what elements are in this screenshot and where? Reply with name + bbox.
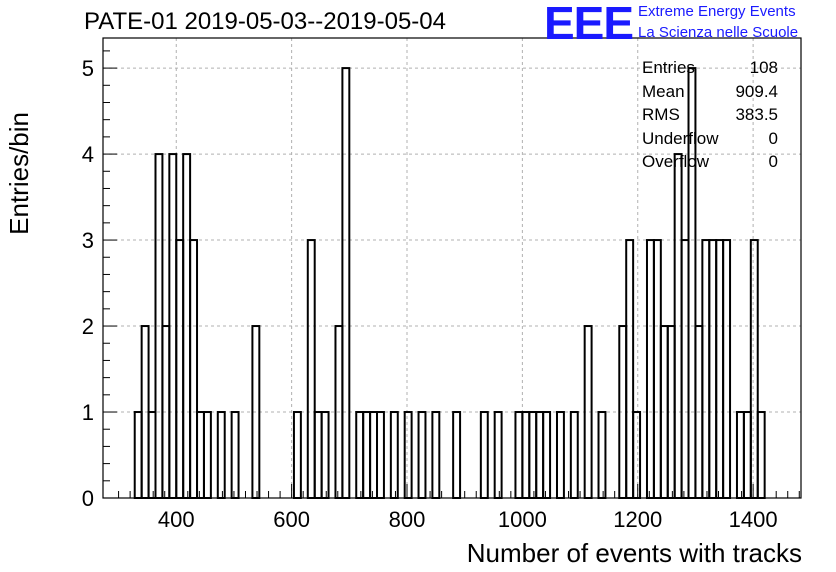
- chart-title: PATE-01 2019-05-03--2019-05-04: [84, 8, 446, 35]
- histogram-bin: [313, 411, 323, 499]
- histogram-bin: [376, 411, 385, 499]
- histogram-bin: [320, 411, 330, 499]
- histogram-bin: [175, 239, 185, 500]
- stat-value-underflow: 0: [768, 129, 778, 148]
- eee-logo: EEE: [544, 0, 634, 49]
- histogram-bin: [645, 239, 655, 500]
- axis-tick-labels: 400 600 800 1000 1200 1400 0 1 2 3 4 5: [82, 56, 778, 532]
- histogram-bin: [189, 239, 199, 500]
- histogram-bin: [355, 411, 365, 499]
- histogram-bin: [431, 411, 441, 499]
- histogram-bin: [369, 411, 379, 499]
- y-tick-label: 1: [82, 400, 94, 425]
- histogram-bin: [306, 239, 316, 500]
- histogram-bin: [715, 239, 725, 500]
- histogram-bin: [542, 411, 552, 499]
- x-tick-label: 1400: [729, 507, 778, 532]
- histogram-bin: [632, 411, 642, 499]
- histogram-bin: [597, 411, 607, 499]
- histogram-bin: [196, 411, 205, 499]
- histogram-bin: [625, 239, 635, 500]
- histogram-bin: [555, 411, 565, 499]
- histogram-bin: [742, 411, 752, 499]
- histogram-bin: [251, 325, 261, 499]
- histogram-bin: [735, 411, 745, 499]
- x-tick-label: 400: [158, 507, 195, 532]
- histogram-bin: [652, 239, 662, 500]
- histogram-bin: [680, 239, 690, 500]
- histogram-bin: [403, 411, 413, 499]
- histogram-bin: [216, 411, 226, 499]
- histogram-bin: [292, 411, 302, 499]
- logo-subtitle-1: Extreme Energy Events: [638, 3, 796, 20]
- histogram-bin: [493, 411, 503, 499]
- stat-value-entries: 108: [749, 58, 778, 77]
- stat-value-overflow: 0: [768, 152, 778, 171]
- x-tick-label: 600: [273, 507, 310, 532]
- stat-label-rms: RMS: [642, 105, 680, 124]
- stat-label-mean: Mean: [642, 82, 685, 101]
- histogram-bin: [230, 411, 240, 499]
- x-axis-label: Number of events with tracks: [466, 538, 802, 568]
- histogram-bin: [535, 411, 545, 499]
- histogram-bin: [708, 239, 718, 500]
- stat-label-overflow: Overflow: [642, 152, 710, 171]
- stat-label-underflow: Underflow: [642, 129, 719, 148]
- stat-label-entries: Entries: [642, 58, 695, 77]
- histogram-bin: [514, 411, 524, 499]
- plot-frame: [102, 37, 802, 499]
- histogram-bin: [749, 239, 759, 500]
- histogram-bin: [569, 411, 579, 499]
- y-tick-label: 3: [82, 228, 94, 253]
- histogram-bin: [479, 411, 489, 499]
- histogram-bin: [452, 411, 462, 499]
- x-tick-label: 1200: [613, 507, 662, 532]
- histogram-bin: [701, 239, 711, 500]
- histogram-layer: [133, 67, 766, 500]
- x-tick-label: 1000: [498, 507, 547, 532]
- histogram-bin: [528, 411, 538, 499]
- y-tick-label: 5: [82, 56, 94, 81]
- histogram-bin: [389, 411, 399, 499]
- histogram-bin: [133, 411, 143, 499]
- histogram-bin: [687, 67, 697, 500]
- logo-subtitle-2: La Scienza nelle Scuole: [638, 24, 799, 41]
- histogram-bin: [362, 411, 372, 499]
- y-tick-label: 0: [82, 486, 94, 511]
- histogram-bin: [583, 325, 593, 499]
- stat-value-mean: 909.4: [735, 82, 778, 101]
- histogram-bin: [341, 67, 351, 500]
- y-tick-label: 4: [82, 142, 94, 167]
- y-tick-label: 2: [82, 314, 94, 339]
- histogram-bin: [147, 411, 157, 499]
- histogram-bin: [202, 411, 212, 499]
- y-axis-label: Entries/bin: [4, 112, 34, 235]
- stat-value-rms: 383.5: [735, 105, 778, 124]
- histogram-bin: [417, 411, 427, 499]
- histogram-bin: [722, 239, 732, 500]
- x-tick-label: 800: [389, 507, 426, 532]
- histogram-bin: [756, 411, 766, 499]
- histogram-bin: [521, 411, 531, 499]
